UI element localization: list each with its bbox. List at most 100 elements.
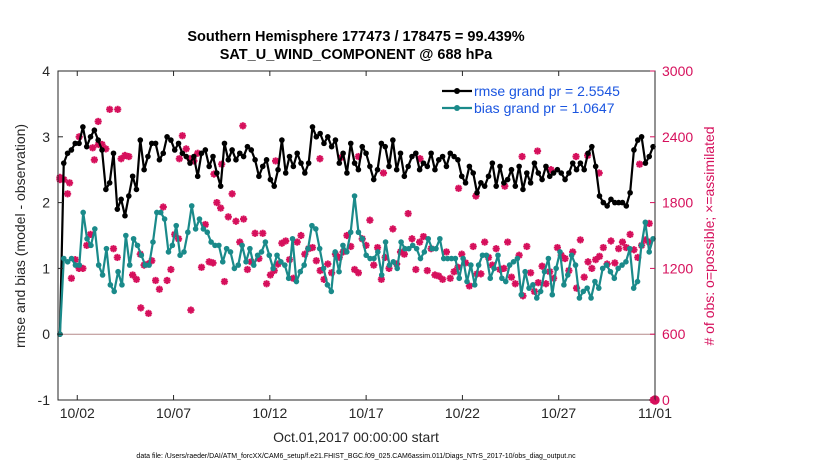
bias-point bbox=[499, 275, 505, 282]
rmse-point bbox=[91, 127, 98, 134]
rmse-point bbox=[294, 150, 300, 157]
assimilated-obs-marker bbox=[293, 238, 301, 246]
bias-point bbox=[460, 255, 466, 262]
assimilated-obs-marker bbox=[419, 232, 428, 241]
bias-point bbox=[239, 242, 245, 249]
bias-point bbox=[378, 272, 385, 278]
y-tick-label-left: 4 bbox=[42, 63, 50, 79]
assimilated-obs-marker bbox=[423, 266, 431, 275]
assimilated-obs-marker bbox=[94, 117, 102, 126]
assimilated-obs-marker bbox=[324, 260, 332, 268]
rmse-point bbox=[106, 180, 113, 186]
rmse-point bbox=[351, 160, 358, 166]
bias-point bbox=[103, 245, 110, 252]
legend-marker-bias bbox=[454, 105, 460, 111]
assimilated-obs-marker bbox=[159, 203, 167, 211]
bias-point bbox=[638, 242, 645, 249]
x-tick-label: 10/17 bbox=[349, 405, 384, 421]
bias-point bbox=[409, 242, 416, 249]
rmse-point bbox=[336, 160, 343, 166]
rmse-point bbox=[191, 153, 197, 160]
bias-point bbox=[518, 291, 525, 298]
assimilated-obs-marker bbox=[527, 269, 535, 277]
bias-point bbox=[219, 259, 226, 265]
rmse-point bbox=[497, 163, 503, 170]
rmse-point bbox=[558, 170, 565, 176]
legend-box bbox=[439, 80, 652, 118]
y-axis-label-right: # of obs: o=possible; ×=assimilated bbox=[701, 126, 717, 345]
bias-point bbox=[200, 226, 207, 232]
bias-point bbox=[212, 242, 218, 249]
assimilated-obs-marker bbox=[553, 243, 562, 252]
bias-point bbox=[328, 288, 335, 295]
rmse-point bbox=[416, 166, 423, 173]
assimilated-obs-marker bbox=[504, 238, 512, 246]
rmse-point bbox=[279, 137, 285, 143]
bias-point bbox=[154, 209, 160, 216]
bias-point bbox=[398, 239, 404, 245]
bias-point bbox=[630, 285, 637, 291]
plot-area bbox=[58, 71, 655, 400]
rmse-point bbox=[462, 180, 469, 186]
assimilated-obs-marker bbox=[400, 250, 408, 258]
bias-point bbox=[646, 249, 652, 255]
rmse-point bbox=[76, 140, 82, 147]
rmse-point bbox=[386, 163, 392, 170]
rmse-point bbox=[137, 137, 144, 143]
rmse-point bbox=[210, 153, 216, 160]
rmse-point bbox=[612, 199, 618, 206]
rmse-point bbox=[187, 160, 193, 166]
bias-point bbox=[580, 288, 587, 295]
bias-point bbox=[599, 265, 606, 272]
bias-point bbox=[123, 232, 129, 239]
rmse-point bbox=[527, 180, 534, 186]
bias-point bbox=[514, 255, 521, 262]
rmse-point bbox=[370, 176, 377, 183]
rmse-point bbox=[298, 160, 304, 166]
bias-point bbox=[363, 252, 369, 259]
rmse-point bbox=[152, 140, 159, 147]
rmse-point bbox=[608, 196, 614, 203]
assimilated-obs-marker bbox=[538, 262, 546, 270]
assimilated-obs-marker bbox=[446, 274, 454, 282]
rmse-point bbox=[248, 147, 255, 153]
rmse-point bbox=[202, 147, 209, 153]
assimilated-obs-marker bbox=[125, 152, 133, 161]
assimilated-obs-marker bbox=[259, 229, 267, 237]
bias-point bbox=[382, 239, 389, 245]
assimilated-obs-marker bbox=[354, 269, 363, 277]
rmse-point bbox=[623, 203, 630, 209]
bias-point bbox=[216, 242, 222, 249]
legend: rmse grand pr = 2.5545 bias grand pr = 1… bbox=[439, 80, 652, 118]
bias-point bbox=[64, 259, 71, 265]
rmse-point bbox=[619, 199, 626, 206]
bias-point bbox=[421, 249, 428, 255]
rmse-point bbox=[435, 157, 442, 163]
chart-subtitle: SAT_U_WIND_COMPONENT @ 688 hPa bbox=[220, 47, 493, 63]
bias-point bbox=[402, 245, 408, 252]
bias-point bbox=[623, 259, 629, 265]
assimilated-obs-marker bbox=[175, 155, 183, 163]
bias-point bbox=[340, 242, 346, 249]
assimilated-obs-marker bbox=[178, 132, 186, 140]
legend-label-rmse: rmse grand pr = 2.5545 bbox=[474, 83, 620, 99]
bias-point bbox=[448, 255, 455, 262]
rmse-point bbox=[397, 150, 404, 157]
bias-point bbox=[278, 259, 284, 265]
assimilated-obs-marker bbox=[209, 259, 217, 267]
rmse-point bbox=[451, 153, 457, 160]
rmse-point bbox=[114, 206, 121, 212]
bias-point bbox=[142, 262, 149, 268]
assimilated-obs-marker bbox=[607, 237, 615, 245]
assimilated-obs-marker bbox=[533, 147, 542, 155]
y-tick-label-right: 0 bbox=[662, 392, 670, 408]
rmse-point bbox=[355, 166, 362, 173]
bias-point bbox=[185, 229, 191, 236]
assimilated-obs-marker bbox=[316, 155, 324, 163]
rmse-point bbox=[554, 166, 561, 173]
rmse-point bbox=[485, 173, 492, 180]
assimilated-obs-marker bbox=[370, 261, 378, 269]
assimilated-obs-marker bbox=[618, 238, 627, 246]
y-tick-label-left: 3 bbox=[42, 129, 50, 145]
rmse-point bbox=[493, 183, 499, 189]
